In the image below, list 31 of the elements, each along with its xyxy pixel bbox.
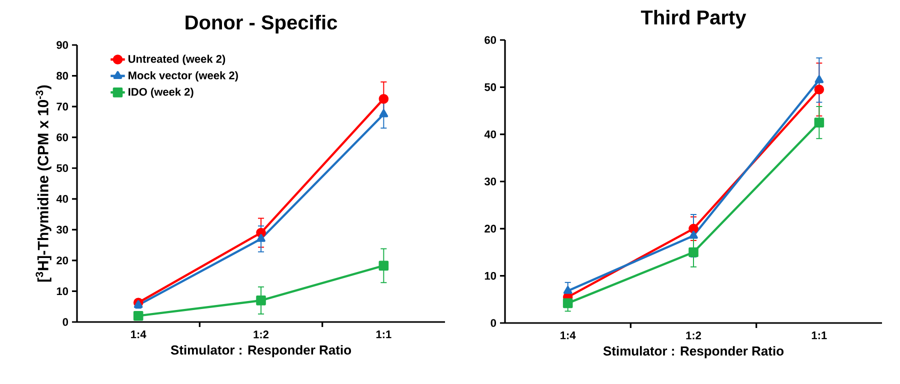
y-tick-label: 20 <box>484 224 496 233</box>
y-tick-label: 80 <box>56 72 68 80</box>
y-tick-label: 60 <box>56 133 68 142</box>
y-tick-label: 70 <box>56 102 68 110</box>
x-tick-label: 1:4 <box>131 330 146 338</box>
x-tick-label: 1:1 <box>812 332 827 340</box>
x-axis-title: Stimulator : Responder Ratio <box>603 346 784 358</box>
y-tick-label: 0 <box>62 318 68 326</box>
y-tick-label: 40 <box>56 195 68 203</box>
x-tick-label: 1:2 <box>254 330 269 338</box>
x-tick-label: 1:1 <box>376 330 392 338</box>
y-tick-label: 30 <box>56 226 68 234</box>
y-tick-label: 60 <box>484 36 496 44</box>
y-tick-label: 10 <box>484 272 496 280</box>
legend-label: Untreated (week 2) <box>128 54 226 65</box>
legend-label: Mock vector (week 2) <box>128 71 238 82</box>
legend-label: IDO (week 2) <box>128 88 194 98</box>
y-tick-label: 0 <box>490 319 496 327</box>
y-tick-label: 20 <box>56 256 68 264</box>
y-axis-title: [$^{3}$H]-Thymidine (CPM x 10$^{-3}$) <box>36 85 52 282</box>
x-tick-label: 1:4 <box>560 332 576 340</box>
chart-title: Third Party <box>640 10 746 28</box>
y-tick-label: 90 <box>56 41 68 49</box>
y-tick-label: 40 <box>484 130 496 138</box>
y-tick-label: 10 <box>56 287 68 296</box>
y-tick-label: 50 <box>56 164 68 172</box>
x-axis-title: Stimulator : Responder Ratio <box>170 345 352 358</box>
x-tick-label: 1:2 <box>686 332 702 340</box>
chart-title: Donor - Specific <box>186 14 338 34</box>
y-tick-label: 50 <box>484 83 496 92</box>
y-tick-label: 30 <box>484 178 496 186</box>
